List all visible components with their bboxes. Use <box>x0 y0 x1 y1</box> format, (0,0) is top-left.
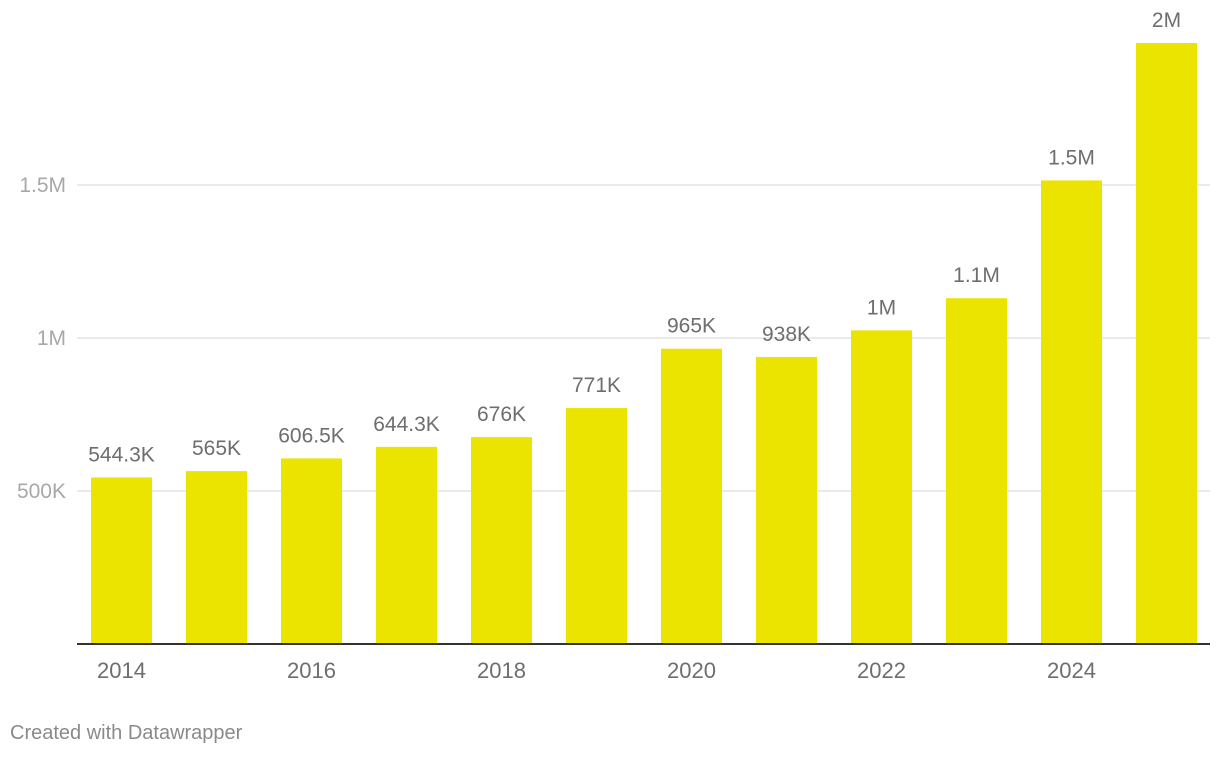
bar-chart: 500K 1M 1.5M 544.3K 565K 606.5K 644.3K 676K 771… <box>17 9 1210 683</box>
bar-2014 <box>91 477 152 644</box>
data-label-2023: 1.1M <box>953 264 1000 287</box>
data-label-2014: 544.3K <box>88 443 155 466</box>
x-tick-label: 2016 <box>287 658 336 683</box>
x-tick-label: 2022 <box>857 658 906 683</box>
x-tick-label: 2024 <box>1047 658 1096 683</box>
data-label-2022: 1M <box>867 296 896 319</box>
data-label-2024: 1.5M <box>1048 146 1095 169</box>
x-axis-ticks: 2014 2016 2018 2020 2022 2024 <box>97 658 1096 683</box>
gridlines <box>77 184 1210 492</box>
y-tick-label: 1M <box>37 327 66 350</box>
bar-2018 <box>471 437 532 644</box>
data-label-2021: 938K <box>762 323 811 346</box>
x-tick-label: 2020 <box>667 658 716 683</box>
bar-2019 <box>566 408 627 644</box>
y-axis-ticks: 500K 1M 1.5M <box>17 174 66 503</box>
bar-2016 <box>281 458 342 644</box>
y-tick-label: 1.5M <box>19 174 66 197</box>
bar-2022 <box>851 330 912 644</box>
data-label-2015: 565K <box>192 437 241 460</box>
y-tick-label: 500K <box>17 480 66 503</box>
data-label-2016: 606.5K <box>278 424 345 447</box>
x-tick-label: 2018 <box>477 658 526 683</box>
bar-2023 <box>946 298 1007 644</box>
bar-2017 <box>376 446 437 644</box>
data-label-2017: 644.3K <box>373 413 440 436</box>
data-label-2019: 771K <box>572 374 621 397</box>
footer-credit: Created with Datawrapper <box>10 722 243 744</box>
bar-2021 <box>756 356 817 644</box>
bar-2015 <box>186 471 247 644</box>
data-labels: 544.3K 565K 606.5K 644.3K 676K 771K 965K 938K 1M… <box>88 9 1181 466</box>
x-tick-label: 2014 <box>97 658 146 683</box>
bar-2025 <box>1136 43 1197 645</box>
data-label-2018: 676K <box>477 403 526 426</box>
data-label-2025: 2M <box>1152 9 1181 32</box>
data-label-2020: 965K <box>667 315 716 338</box>
bar-2024 <box>1041 180 1102 644</box>
bar-2020 <box>661 348 722 644</box>
bars <box>91 43 1197 645</box>
